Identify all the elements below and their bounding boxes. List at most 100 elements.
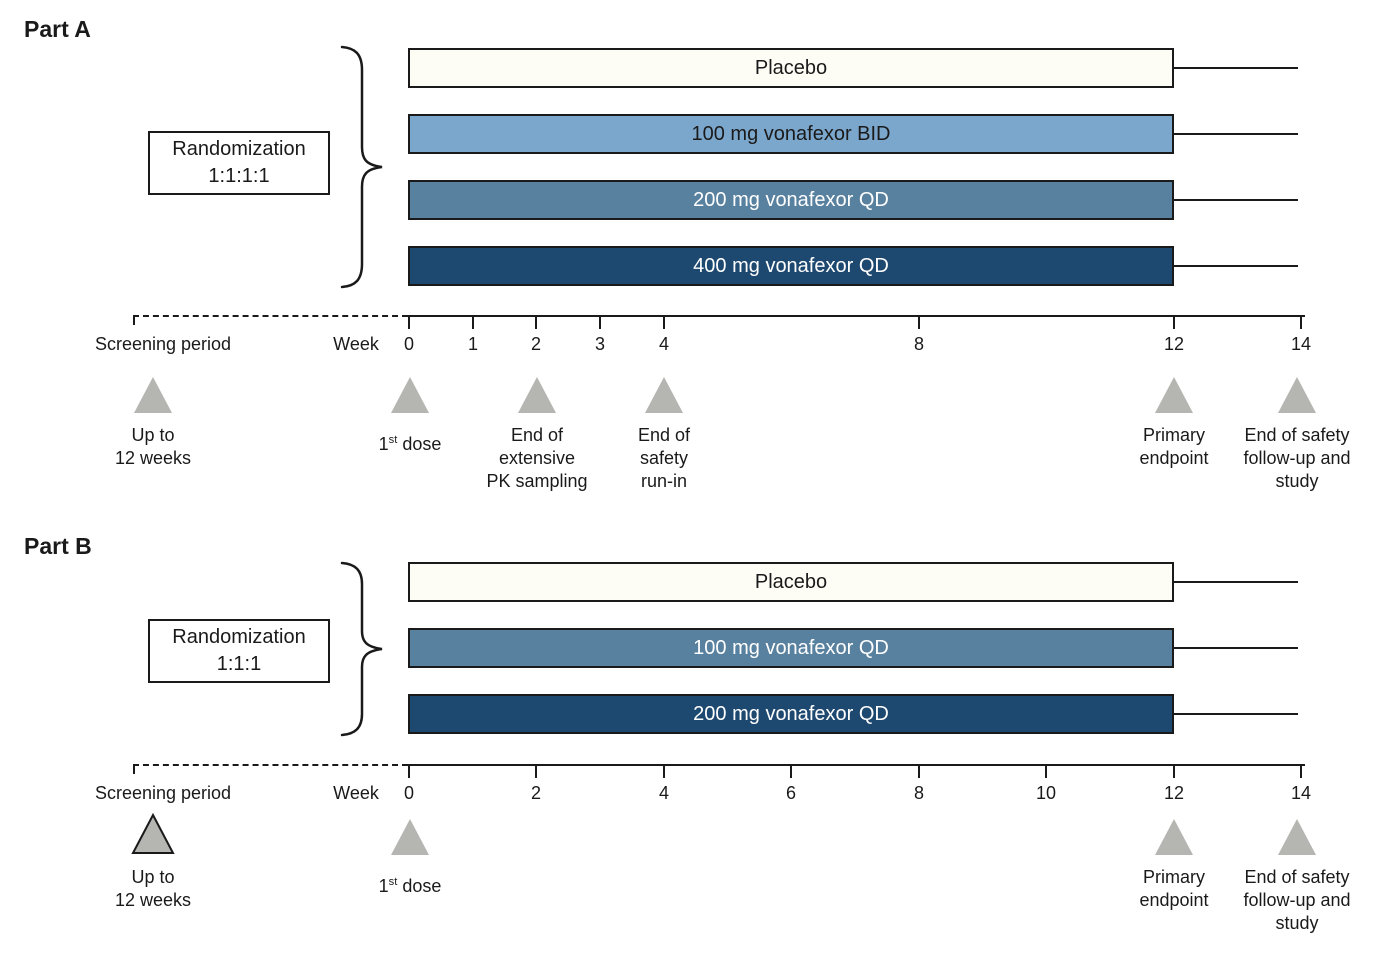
caption-screening: Up to 12 weeks <box>114 867 192 910</box>
part-b-brace <box>340 561 383 737</box>
milestone-triangle-end-of-study <box>1278 377 1316 413</box>
follow-up-line <box>1174 581 1298 583</box>
tick-label: 2 <box>530 334 541 354</box>
part-b-arm-bar-placebo: Placebo <box>408 562 1174 602</box>
caption-primary-endpoint: Primary endpoint <box>1139 867 1209 910</box>
screening-period-label: Screening period <box>94 334 232 354</box>
arm-label: 200 mg vonafexor QD <box>693 188 889 211</box>
tick-label: 8 <box>913 783 924 803</box>
screening-dashed-line <box>133 315 408 317</box>
arm-label: 100 mg vonafexor BID <box>691 122 891 145</box>
follow-up-line <box>1174 133 1298 135</box>
axis-tick <box>535 765 537 778</box>
screening-dashed-line <box>133 764 408 766</box>
milestone-triangle-primary-endpoint <box>1155 819 1193 855</box>
arm-label: 100 mg vonafexor QD <box>693 636 889 659</box>
caption-first-dose: 1st dose <box>320 429 500 456</box>
follow-up-line <box>1174 265 1298 267</box>
arm-label: 200 mg vonafexor QD <box>693 702 889 725</box>
axis-tick <box>918 765 920 778</box>
week-label: Week <box>333 783 379 803</box>
part-a-arm-bar-100bid: 100 mg vonafexor BID <box>408 114 1174 154</box>
dose-ordinal: st <box>388 434 398 446</box>
screening-period-label: Screening period <box>94 783 232 803</box>
arm-label: Placebo <box>754 570 828 593</box>
part-a-title: Part A <box>24 16 91 42</box>
milestone-triangle-end-of-study <box>1278 819 1316 855</box>
randomization-ratio: 1:1:1:1 <box>208 165 270 187</box>
follow-up-line <box>1174 647 1298 649</box>
axis-tick <box>1300 765 1302 778</box>
follow-up-line <box>1174 199 1298 201</box>
part-a-arm-bar-placebo: Placebo <box>408 48 1174 88</box>
tick-label: 1 <box>467 334 478 354</box>
arm-label: Placebo <box>754 56 828 79</box>
tick-label: 8 <box>913 334 924 354</box>
caption-end-of-study: End of safety follow-up and study <box>1243 867 1351 933</box>
axis-tick <box>918 316 920 329</box>
tick-label: 3 <box>594 334 605 354</box>
axis-tick <box>535 316 537 329</box>
tick-label: 0 <box>403 334 414 354</box>
axis-tick <box>790 765 792 778</box>
tick-label: 4 <box>658 334 669 354</box>
follow-up-line <box>1174 67 1298 69</box>
tick-label: 2 <box>530 783 541 803</box>
part-a-brace <box>340 45 383 289</box>
randomization-label: Randomization <box>172 138 306 160</box>
screening-start-tick <box>133 316 135 325</box>
axis-tick <box>663 316 665 329</box>
screening-start-tick <box>133 765 135 774</box>
dose-number: 1 <box>378 434 389 454</box>
axis-tick <box>1173 316 1175 329</box>
tick-label: 14 <box>1290 783 1312 803</box>
axis-tick <box>408 765 410 778</box>
milestone-triangle-first-dose <box>391 377 429 413</box>
milestone-triangle-pk-sampling <box>518 377 556 413</box>
milestone-triangle-screening <box>134 377 172 413</box>
caption-screening: Up to 12 weeks <box>114 425 192 468</box>
part-b-arm-bar-200qd: 200 mg vonafexor QD <box>408 694 1174 734</box>
tick-label: 10 <box>1035 783 1057 803</box>
caption-first-dose: 1st dose <box>320 871 500 898</box>
milestone-triangle-screening <box>131 813 175 854</box>
randomization-label: Randomization <box>172 626 306 648</box>
tick-label: 12 <box>1163 783 1185 803</box>
dose-ordinal: st <box>388 876 398 888</box>
dose-word: dose <box>397 434 442 454</box>
tick-label: 6 <box>785 783 796 803</box>
part-a-arm-bar-200qd: 200 mg vonafexor QD <box>408 180 1174 220</box>
week-label: Week <box>333 334 379 354</box>
part-b-arm-bar-100qd: 100 mg vonafexor QD <box>408 628 1174 668</box>
tick-label: 14 <box>1290 334 1312 354</box>
follow-up-line <box>1174 713 1298 715</box>
milestone-triangle-first-dose <box>391 819 429 855</box>
arm-label: 400 mg vonafexor QD <box>693 254 889 277</box>
tick-label: 0 <box>403 783 414 803</box>
milestone-triangle-safety-runin <box>645 377 683 413</box>
part-a-axis-line <box>408 315 1305 317</box>
tick-label: 12 <box>1163 334 1185 354</box>
dose-number: 1 <box>378 876 389 896</box>
part-a-arm-bar-400qd: 400 mg vonafexor QD <box>408 246 1174 286</box>
randomization-ratio: 1:1:1 <box>216 653 262 675</box>
part-b-title: Part B <box>24 533 92 559</box>
axis-tick <box>599 316 601 329</box>
dose-word: dose <box>397 876 442 896</box>
axis-tick <box>1300 316 1302 329</box>
axis-tick <box>408 316 410 329</box>
milestone-triangle-primary-endpoint <box>1155 377 1193 413</box>
caption-end-of-study: End of safety follow-up and study <box>1243 425 1351 491</box>
caption-safety-runin: End of safety run-in <box>637 425 691 491</box>
axis-tick <box>663 765 665 778</box>
tick-label: 4 <box>658 783 669 803</box>
axis-tick <box>472 316 474 329</box>
caption-primary-endpoint: Primary endpoint <box>1139 425 1209 468</box>
part-b-axis-line <box>408 764 1305 766</box>
caption-pk-sampling: End of extensive PK sampling <box>486 425 588 491</box>
axis-tick <box>1173 765 1175 778</box>
part-b-randomization-box: Randomization 1:1:1 <box>148 619 330 683</box>
part-a-randomization-box: Randomization 1:1:1:1 <box>148 131 330 195</box>
axis-tick <box>1045 765 1047 778</box>
